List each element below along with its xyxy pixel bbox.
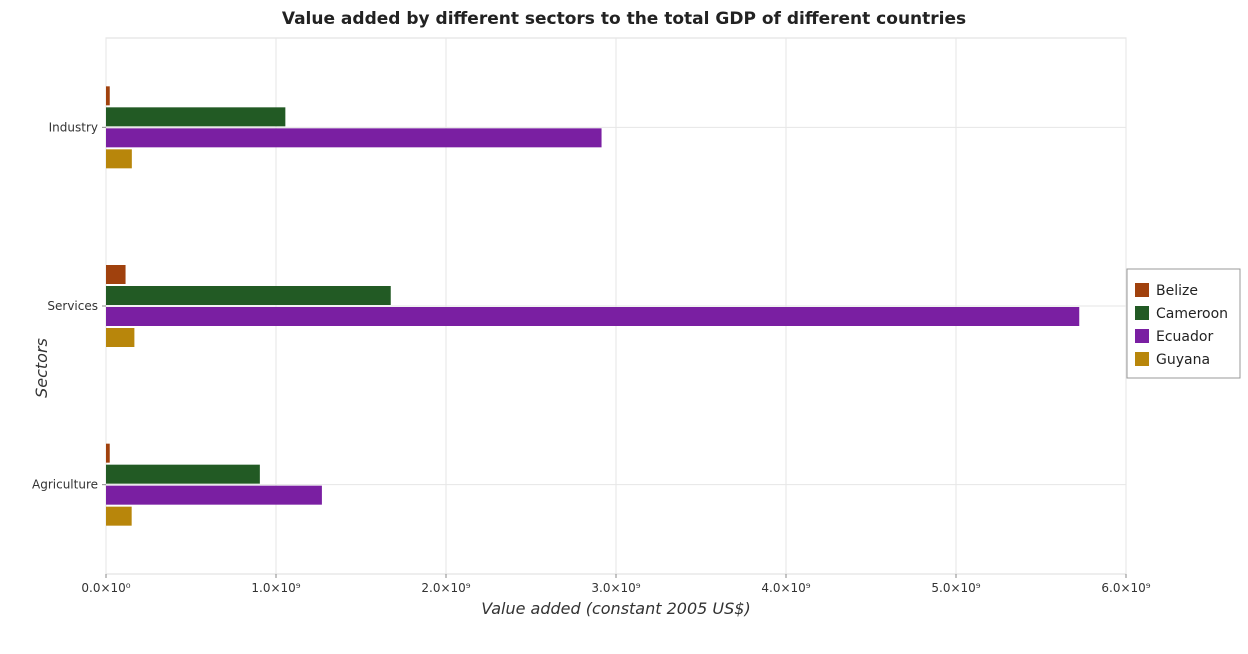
x-tick-label: 2.0×10⁹	[421, 581, 470, 595]
bar	[106, 485, 322, 505]
y-tick-label: Industry	[49, 120, 98, 134]
x-axis-ticks: 0.0×10⁰ 1.0×10⁹ 2.0×10⁹ 3.0×10⁹ 4.0×10⁹ 5.0×1…	[81, 574, 1151, 595]
bar	[106, 86, 110, 106]
x-tick-label: 1.0×10⁹	[251, 581, 300, 595]
bar	[106, 443, 110, 463]
x-axis-label: Value added (constant 2005 US$)	[481, 599, 750, 618]
legend-label: Guyana	[1156, 352, 1210, 368]
legend-swatch	[1135, 329, 1149, 343]
y-axis-ticks: Industry Services Agriculture	[32, 120, 106, 492]
y-tick-label: Services	[47, 299, 98, 313]
y-tick-label: Agriculture	[32, 478, 98, 492]
y-axis-label: Sectors	[32, 338, 51, 398]
x-tick-label: 3.0×10⁹	[591, 581, 640, 595]
x-tick-label: 6.0×10⁹	[1101, 581, 1150, 595]
x-tick-label: 5.0×10⁹	[931, 581, 980, 595]
legend-swatch	[1135, 283, 1149, 297]
legend-label: Cameroon	[1156, 306, 1228, 322]
x-tick-label: 0.0×10⁰	[81, 581, 130, 595]
legend-label: Ecuador	[1156, 329, 1213, 345]
bar	[106, 265, 126, 284]
bar	[106, 506, 132, 526]
bar	[106, 107, 286, 127]
bar	[106, 328, 135, 347]
bar	[106, 307, 1080, 326]
legend-swatch	[1135, 306, 1149, 320]
legend: Belize Cameroon Ecuador Guyana	[1126, 268, 1241, 379]
chart-title: Value added by different sectors to the …	[282, 9, 966, 29]
legend-swatch	[1135, 352, 1149, 366]
bar	[106, 128, 602, 148]
bar	[106, 149, 132, 169]
x-tick-label: 4.0×10⁹	[761, 581, 810, 595]
legend-label: Belize	[1156, 283, 1198, 299]
bar	[106, 286, 391, 305]
bars	[106, 86, 1080, 526]
bar	[106, 464, 260, 484]
